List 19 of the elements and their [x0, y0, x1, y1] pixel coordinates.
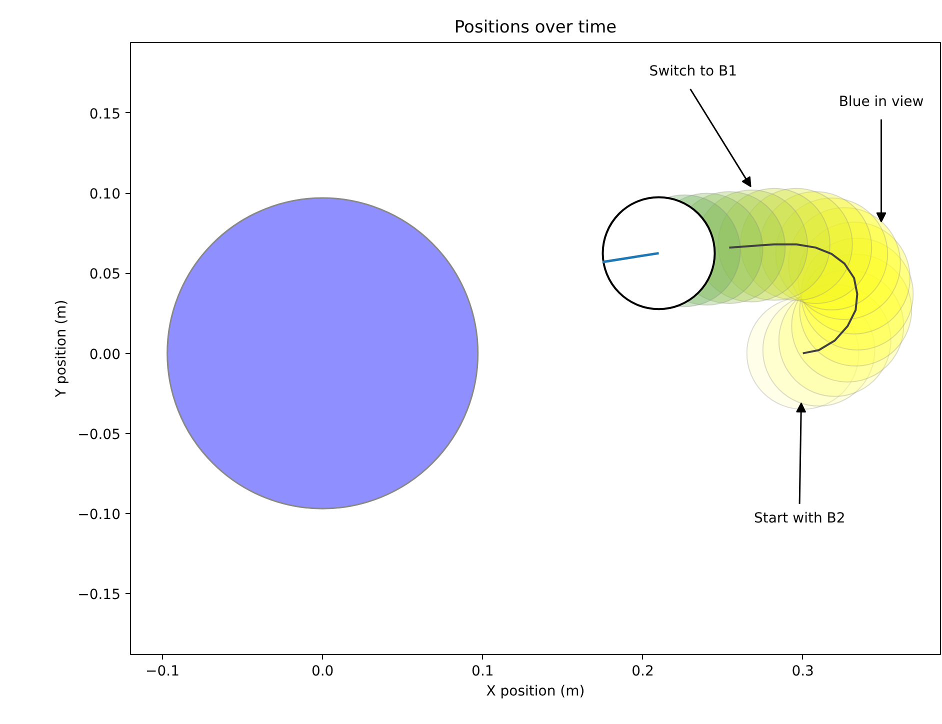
y-tick-label: −0.15: [78, 587, 121, 604]
y-tick-label: 0.15: [89, 106, 120, 122]
x-tick-label: 0.1: [472, 664, 494, 680]
annotation: Blue in view: [838, 94, 924, 110]
x-axis-title: X position (m): [486, 684, 585, 700]
x-tick-label: −0.1: [146, 664, 180, 680]
x-tick-label: 0.0: [311, 664, 334, 680]
y-tick-label: 0.00: [89, 346, 120, 363]
y-tick-label: −0.10: [78, 507, 121, 524]
chart-title: Positions over time: [454, 18, 617, 38]
line-series: [728, 243, 858, 354]
x-tick-label: 0.2: [632, 664, 654, 680]
annotation: Start with B2: [754, 510, 846, 526]
y-tick-label: 0.05: [89, 266, 120, 283]
annotation: Switch to B1: [649, 63, 738, 80]
x-tick-label: 0.3: [792, 664, 814, 680]
y-tick-label: −0.05: [78, 426, 121, 443]
y-tick-label: 0.10: [89, 186, 120, 203]
y-axis-title: Y position (m): [54, 300, 70, 398]
